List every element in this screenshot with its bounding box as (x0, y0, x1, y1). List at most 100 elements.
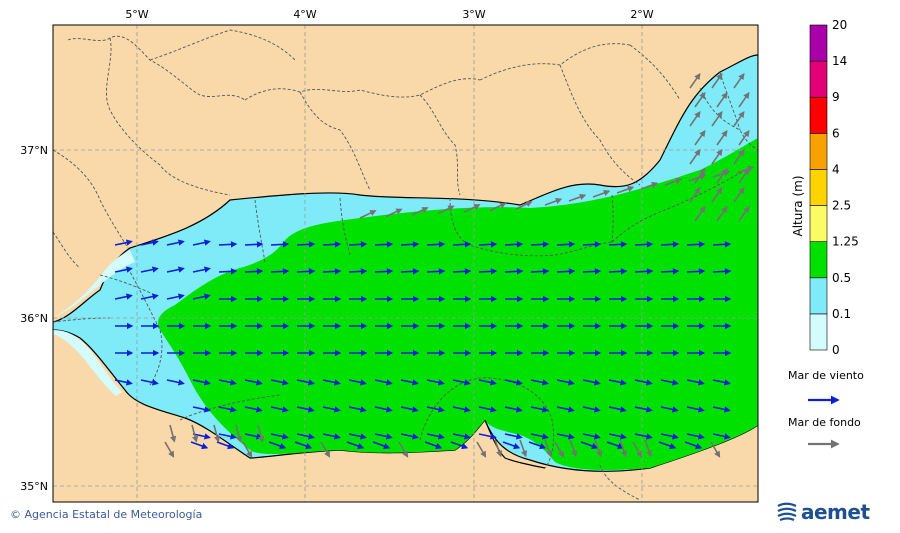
admin-borders (53, 29, 758, 501)
wind-sea-arrow (270, 241, 290, 248)
wind-sea-arrow (322, 433, 341, 440)
wind-sea-arrow (606, 441, 625, 450)
wind-sea-arrow (244, 268, 264, 275)
wind-sea-arrow (140, 266, 159, 273)
wind-sea-arrow (166, 239, 185, 246)
swell-arrow (738, 130, 750, 146)
wind-sea-arrow (712, 406, 731, 413)
swell-arrow (359, 210, 377, 219)
wind-sea-arrow (140, 379, 159, 386)
wind-sea-arrow (686, 379, 705, 386)
wind-sea-arrow (582, 268, 602, 275)
wind-sea-arrow (556, 241, 576, 248)
swell-arrow (385, 208, 403, 218)
wind-sea-arrow (502, 441, 521, 450)
wind-sea-arrow (348, 406, 367, 413)
lon-tick-label: 2°W (630, 8, 653, 21)
wind-sea-arrow (400, 433, 419, 440)
swell-arrow (568, 193, 587, 202)
lon-tick-labels: 5°W 4°W 3°W 2°W (125, 8, 653, 21)
wind-sea-arrow (322, 379, 341, 386)
swell-arrow (711, 187, 723, 203)
wind-sea-arrow (218, 241, 238, 248)
wind-sea-arrow (686, 241, 706, 248)
swell-arrow (736, 165, 755, 174)
wind-sea-arrow (374, 433, 393, 440)
wind-sea-arrow (244, 406, 263, 413)
swell-arrow (711, 149, 723, 165)
colorbar-swatch (809, 60, 828, 98)
credit-text: Agencia Estatal de Meteorología (24, 508, 203, 521)
credit-line: © Agencia Estatal de Meteorología (10, 508, 202, 521)
swell-arrow (716, 92, 728, 108)
wind-sea-arrow (192, 379, 211, 386)
colorbar-swatch (809, 133, 828, 170)
wind-sea-arrow (374, 379, 393, 386)
wind-sea-arrow (400, 379, 419, 386)
wind-sea-arrow (660, 241, 680, 248)
wind-sea-arrow (216, 441, 235, 450)
wind-sea-arrow (296, 379, 315, 386)
wind-sea-arrow (166, 379, 185, 386)
lat-tick-label: 36°N (20, 312, 48, 325)
wind-sea-arrow (270, 379, 289, 386)
wind-sea-arrow (426, 379, 445, 386)
wind-sea-arrow (114, 379, 133, 386)
colorbar-tick-label: 4 (832, 162, 840, 176)
swell-arrow (242, 441, 253, 458)
swell-arrow (640, 181, 659, 190)
wind-sea-arrow (296, 433, 315, 440)
wind-sea-arrow (426, 406, 445, 413)
colorbar-tick-label: 1.25 (832, 235, 859, 249)
wind-sea-arrow (426, 433, 445, 440)
wind-sea-arrow (580, 441, 599, 450)
wind-sea-arrow (608, 379, 627, 386)
colorbar-tick-label: 0.5 (832, 271, 851, 285)
wind-sea-arrow (192, 406, 211, 413)
wind-sea-arrow (374, 406, 393, 413)
swell-arrow (632, 441, 643, 458)
wind-sea-arrow (296, 241, 316, 248)
wind-sea-arrow (346, 441, 365, 450)
wind-sea-arrow (530, 406, 549, 413)
swell-arrow (733, 187, 745, 203)
lat-tick-label: 37°N (20, 144, 48, 157)
colorbar-title: Altura (m) (791, 175, 805, 236)
swell-arrow (594, 439, 603, 458)
wind-sea-arrow (660, 433, 679, 440)
colorbar-tick-label: 20 (832, 18, 847, 32)
wind-sea-arrow (374, 268, 394, 275)
swell-arrow (544, 439, 553, 458)
wind-sea-arrow (582, 241, 602, 248)
wind-sea-arrow (556, 268, 576, 275)
wind-sea-arrow (686, 406, 705, 413)
sea-shallow-area (53, 250, 135, 318)
wind-sea-arrow (452, 268, 472, 275)
wind-sea-arrow (268, 441, 287, 450)
swell-arrow (694, 206, 706, 222)
wind-sea-arrow (634, 406, 653, 413)
wind-sea-arrow (322, 406, 341, 413)
wind-sea-arrow (348, 433, 367, 440)
swell-arrow (688, 173, 707, 182)
colorbar-swatch (809, 96, 828, 134)
lon-tick-label: 5°W (125, 8, 148, 21)
wind-sea-arrow (658, 441, 677, 450)
wind-sea-arrow (634, 379, 653, 386)
wind-sea-arrow (296, 406, 315, 413)
wind-sea-arrow (424, 441, 443, 450)
swell-arrow (515, 201, 533, 210)
wind-sea-arrow (478, 379, 497, 386)
wind-sea-arrow (608, 433, 627, 440)
colorbar-swatch (809, 169, 828, 206)
wind-sea-arrow (244, 241, 264, 248)
map-frame (52, 24, 759, 503)
wind-sea-arrow (452, 406, 471, 413)
wind-sea-arrow (294, 441, 313, 450)
sea-shallow-area (53, 330, 122, 396)
colorbar-tick-label: 2.5 (832, 199, 851, 213)
swell-legend-label: Mar de fondo (788, 416, 861, 429)
wind-sea-arrow (166, 293, 185, 300)
swell-arrow (619, 439, 628, 458)
wind-sea-arrow (372, 441, 391, 450)
